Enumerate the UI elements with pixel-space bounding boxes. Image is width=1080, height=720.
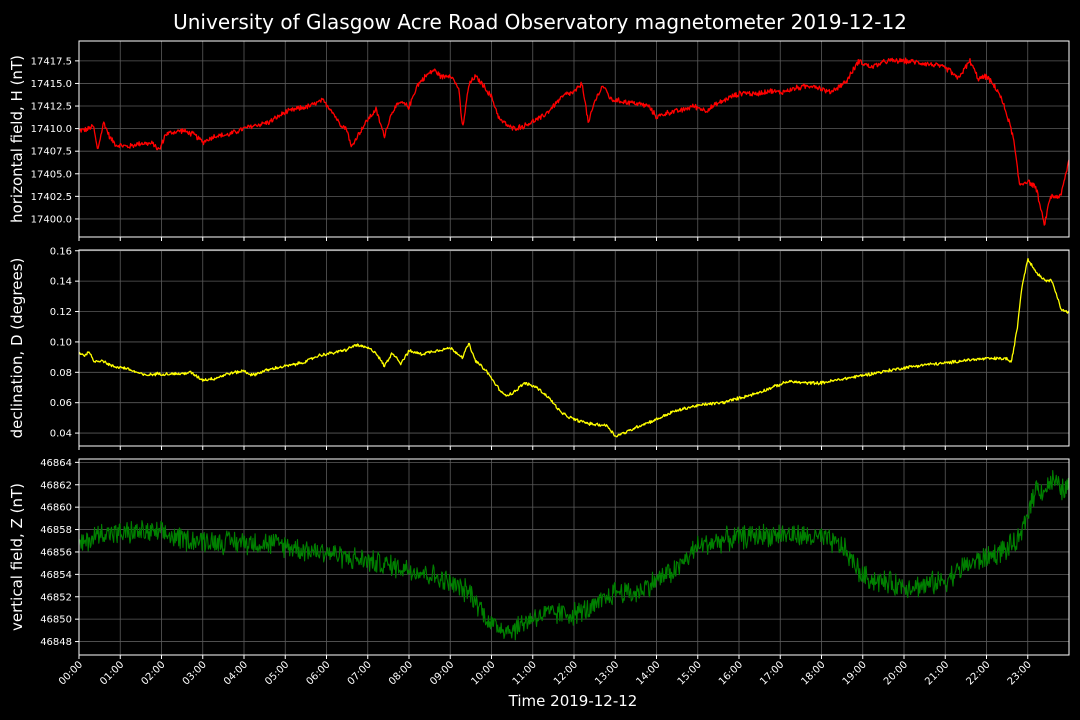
y-tick-label: 0.06 bbox=[50, 398, 72, 409]
y-tick-label: 46850 bbox=[40, 615, 72, 626]
chart-title: University of Glasgow Acre Road Observat… bbox=[173, 10, 907, 34]
y-tick-label: 46854 bbox=[40, 570, 72, 581]
y-tick-label: 17400.0 bbox=[31, 214, 72, 225]
panel-2: 46848 46850 46852 46854 46856 46858 46860 46862… bbox=[8, 458, 1070, 659]
panels-group: 17400.0 17402.5 17405.0 17407.5 17410.0 17412… bbox=[8, 40, 1070, 688]
y-tick-label: 46856 bbox=[40, 547, 72, 558]
series-line-0 bbox=[78, 57, 1070, 226]
y-tick-label: 46860 bbox=[40, 503, 72, 514]
series-line-1 bbox=[78, 257, 1070, 438]
y-axis-label: declination, D (degrees) bbox=[8, 258, 26, 439]
y-tick-label: 17402.5 bbox=[31, 192, 72, 203]
series-line-2 bbox=[78, 470, 1070, 641]
y-tick-label: 0.08 bbox=[50, 368, 72, 379]
y-tick-label: 0.16 bbox=[50, 246, 72, 257]
y-tick-label: 0.14 bbox=[50, 277, 72, 288]
y-tick-label: 0.04 bbox=[50, 429, 72, 440]
y-tick-label: 46848 bbox=[40, 637, 72, 648]
y-tick-label: 17410.0 bbox=[31, 124, 72, 135]
y-tick-label: 17412.5 bbox=[31, 102, 72, 113]
panel-0: 17400.0 17402.5 17405.0 17407.5 17410.0 17412… bbox=[8, 40, 1070, 241]
y-tick-label: 46852 bbox=[40, 592, 72, 603]
panel-border bbox=[78, 40, 1070, 238]
panel-border bbox=[78, 249, 1070, 447]
x-axis-label: Time 2019-12-12 bbox=[508, 692, 638, 710]
y-tick-label: 17407.5 bbox=[31, 147, 72, 158]
y-tick-label: 0.12 bbox=[50, 307, 72, 318]
y-tick-label: 17417.5 bbox=[31, 56, 72, 67]
y-tick-label: 0.10 bbox=[50, 337, 72, 348]
panel-border bbox=[78, 458, 1070, 656]
y-tick-label: 46858 bbox=[40, 525, 72, 536]
y-tick-label: 46864 bbox=[40, 458, 72, 469]
y-tick-label: 46862 bbox=[40, 480, 72, 491]
y-axis-label: vertical field, Z (nT) bbox=[8, 483, 26, 631]
y-axis-label: horizontal field, H (nT) bbox=[8, 55, 26, 223]
panel-1: 0.04 0.06 0.08 0.10 0.12 0.14 0.16 declination,… bbox=[8, 246, 1070, 450]
y-tick-label: 17415.0 bbox=[31, 79, 72, 90]
y-tick-label: 17405.0 bbox=[31, 169, 72, 180]
